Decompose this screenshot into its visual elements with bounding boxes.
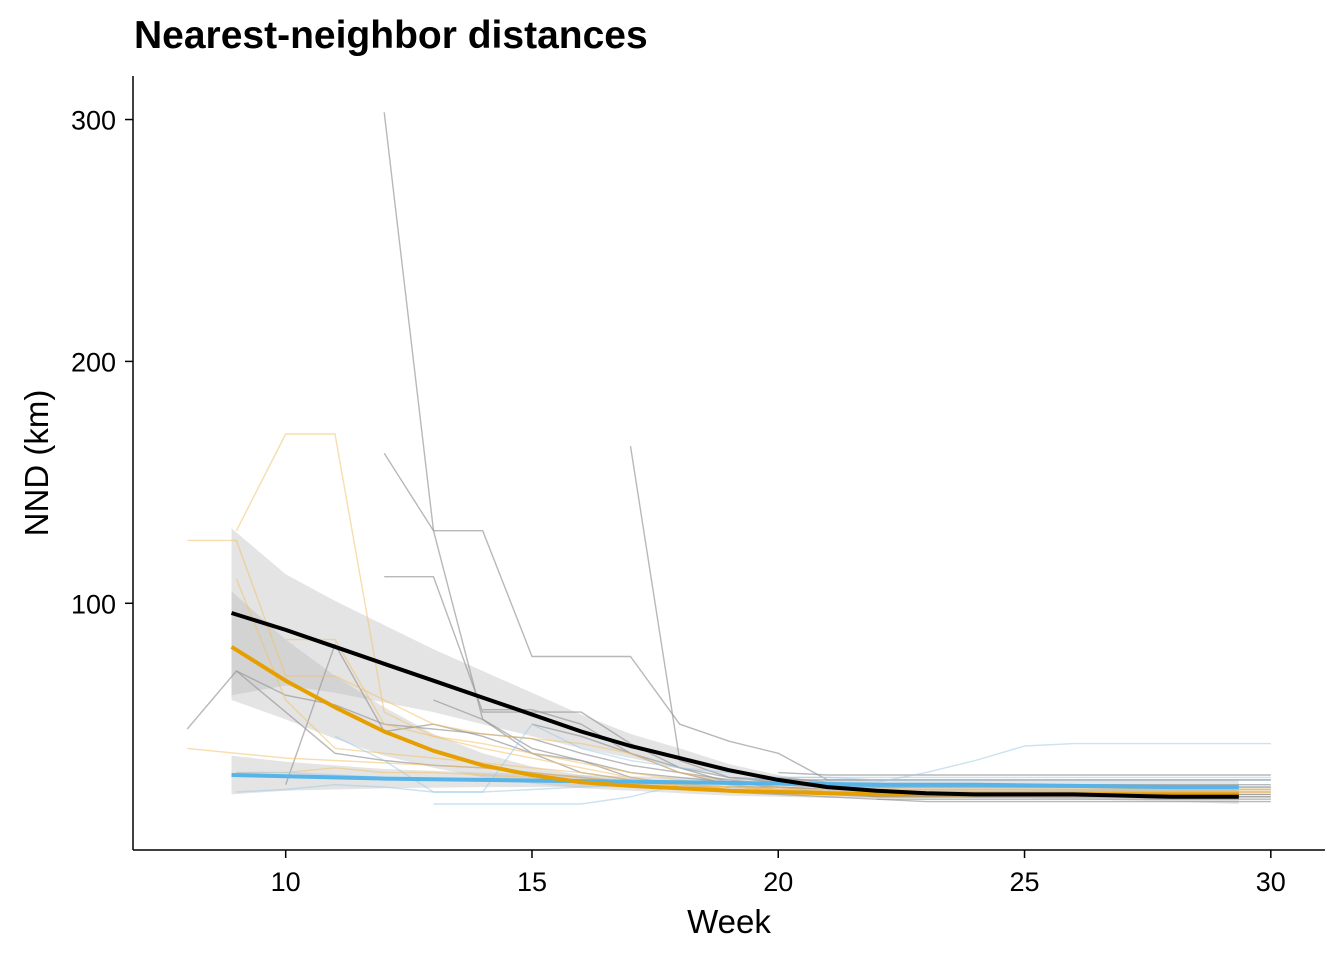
individual-line-gray-13 [728, 791, 1271, 800]
individual-line-gray-14 [778, 771, 1271, 776]
y-axis-title: NND (km) [18, 390, 55, 537]
x-tick-label: 20 [763, 867, 793, 897]
individual-line-orange-15 [187, 539, 1271, 793]
confidence-band-black [231, 528, 1239, 804]
y-ticks: 100 200 300 [71, 106, 133, 619]
smooth-lines [230, 611, 1239, 799]
individual-line-blue-22 [433, 776, 1271, 805]
individual-line-orange-20 [236, 767, 1271, 791]
smooth-line-black [230, 611, 1239, 799]
x-tick-label: 10 [271, 867, 301, 897]
individual-line-gray-1 [383, 452, 1271, 781]
x-tick-label: 25 [1010, 867, 1040, 897]
y-tick-label: 300 [71, 106, 116, 136]
individual-line-orange-19 [285, 638, 1271, 791]
individual-line-gray-2 [629, 445, 1271, 781]
smooth-line-blue [231, 773, 1239, 790]
individual-line-gray-12 [876, 798, 1271, 803]
y-tick-label: 100 [71, 589, 116, 619]
x-tick-label: 30 [1256, 867, 1286, 897]
x-axis-title: Week [687, 903, 771, 940]
individual-line-gray-3 [384, 576, 1271, 796]
x-tick-label: 15 [517, 867, 547, 897]
x-ticks: 10 15 20 25 30 [271, 850, 1286, 897]
chart-title: Nearest-neighbor distances [134, 14, 648, 57]
y-tick-label: 200 [71, 347, 116, 377]
axes: 10 15 20 25 30 100 200 300 Week NND (km) [18, 76, 1325, 940]
